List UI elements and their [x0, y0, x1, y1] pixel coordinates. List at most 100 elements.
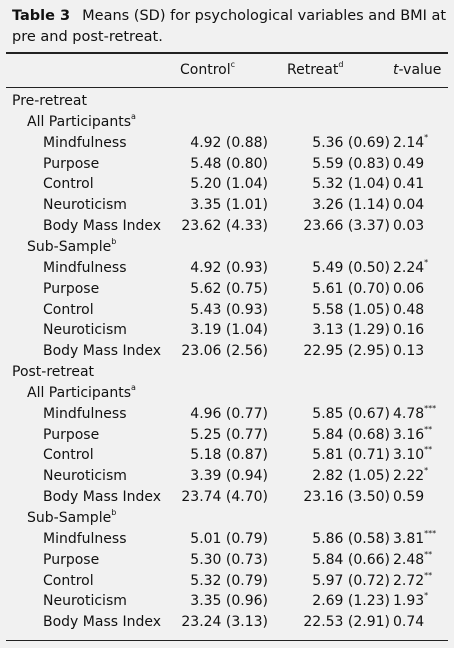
header-control-text: Control — [180, 62, 231, 78]
row-label: Purpose — [43, 551, 100, 568]
caption-label: Table 3 — [12, 8, 71, 24]
header-t-rest: -value — [398, 62, 442, 78]
retreat-cell: 5.36 (0.69) — [312, 134, 390, 151]
retreat-cell: 22.53 (2.91) — [303, 614, 390, 631]
row-label: Mindfulness — [43, 405, 127, 422]
significance: ** — [424, 570, 433, 580]
t-value: 0.04 — [393, 197, 425, 214]
group-title: All Participantsa — [27, 382, 136, 402]
retreat-cell: 5.58 (1.05) — [312, 301, 390, 318]
t-value: 0.59 — [393, 489, 425, 506]
t-value: 0.41 — [393, 176, 425, 193]
t-cell: 2.48** — [393, 550, 432, 569]
retreat-cell: 5.97 (0.72) — [312, 572, 390, 589]
group-title: Sub-Sampleb — [27, 236, 117, 256]
t-cell: 2.22* — [393, 467, 428, 485]
row-label: Control — [43, 572, 94, 589]
group-title-text: Sub-Sample — [27, 238, 112, 255]
control-cell: 4.92 (0.88) — [190, 134, 268, 151]
retreat-cell: 5.49 (0.50) — [312, 259, 390, 276]
t-value: 2.72 — [393, 572, 425, 589]
retreat-cell: 23.66 (3.37) — [303, 218, 390, 235]
control-cell: 5.43 (0.93) — [190, 301, 268, 318]
row-label: Mindfulness — [43, 134, 127, 151]
group-title-text: All Participants — [27, 384, 132, 401]
t-value: 0.48 — [393, 301, 425, 318]
control-cell: 23.06 (2.56) — [181, 343, 268, 360]
t-cell: 0.48 — [393, 301, 424, 319]
t-value: 3.81 — [393, 530, 425, 547]
t-cell: 1.93* — [393, 592, 428, 610]
row-label: Body Mass Index — [43, 614, 162, 631]
t-value: 0.06 — [393, 280, 425, 297]
t-value: 2.48 — [393, 551, 425, 568]
retreat-cell: 5.86 (0.58) — [312, 530, 390, 547]
group-note: b — [111, 508, 117, 517]
control-cell: 3.35 (1.01) — [190, 197, 268, 214]
section-title: Pre-retreat — [12, 93, 87, 109]
retreat-cell: 3.13 (1.29) — [312, 322, 390, 339]
t-cell: 0.06 — [393, 280, 424, 298]
retreat-cell: 5.84 (0.68) — [312, 426, 390, 443]
row-label: Purpose — [43, 155, 100, 172]
group-title-text: All Participants — [27, 113, 132, 130]
t-cell: 0.41 — [393, 175, 424, 193]
control-cell: 5.32 (0.79) — [190, 572, 268, 589]
t-value: 0.74 — [393, 614, 425, 631]
row-label: Purpose — [43, 280, 100, 297]
t-cell: 0.04 — [393, 196, 424, 214]
t-cell: 3.81*** — [393, 528, 437, 548]
significance: *** — [424, 403, 437, 413]
row-label: Body Mass Index — [43, 343, 162, 360]
significance: *** — [424, 528, 437, 538]
header-t-value: t-value — [393, 61, 441, 79]
group-title-text: Sub-Sample — [27, 510, 112, 526]
header-control-note: c — [230, 60, 236, 69]
significance: * — [424, 132, 429, 142]
t-cell: 0.74 — [393, 613, 424, 631]
control-cell: 5.25 (0.77) — [190, 426, 268, 443]
retreat-cell: 5.81 (0.71) — [312, 447, 390, 464]
t-cell: 0.49 — [393, 155, 424, 173]
t-value: 0.16 — [393, 322, 425, 339]
t-cell: 0.59 — [393, 488, 424, 506]
control-cell: 23.24 (3.13) — [181, 614, 268, 631]
significance: * — [424, 257, 429, 267]
t-value: 1.93 — [393, 593, 425, 610]
t-value: 2.24 — [393, 259, 425, 276]
row-label: Mindfulness — [43, 530, 127, 547]
bottom-rule — [6, 640, 448, 641]
header-rule — [6, 87, 448, 88]
retreat-cell: 5.85 (0.67) — [312, 405, 390, 422]
header-retreat-note: d — [338, 60, 344, 69]
control-cell: 5.30 (0.73) — [190, 551, 268, 568]
t-value: 3.16 — [393, 426, 425, 443]
top-rule — [6, 52, 448, 54]
row-label: Neuroticism — [43, 468, 127, 485]
t-value: 0.13 — [393, 343, 425, 360]
group-title: All Participantsa — [27, 112, 136, 131]
control-cell: 4.92 (0.93) — [190, 259, 268, 276]
t-value: 3.10 — [393, 447, 425, 464]
significance: * — [424, 466, 429, 476]
retreat-cell: 5.84 (0.66) — [312, 551, 390, 568]
t-cell: 4.78*** — [393, 403, 437, 423]
row-label: Control — [43, 176, 94, 193]
t-value: 0.49 — [393, 155, 425, 172]
row-label: Control — [43, 301, 94, 318]
t-cell: 3.16** — [393, 425, 432, 444]
group-note: b — [111, 236, 117, 246]
t-cell: 3.10** — [393, 446, 432, 464]
row-label: Body Mass Index — [43, 218, 162, 235]
t-cell: 0.03 — [393, 217, 424, 235]
control-cell: 23.74 (4.70) — [181, 489, 268, 506]
significance: ** — [424, 445, 433, 455]
header-control: Controlc — [180, 61, 235, 79]
control-cell: 23.62 (4.33) — [181, 218, 268, 235]
row-label: Purpose — [43, 426, 100, 443]
control-cell: 3.39 (0.94) — [190, 468, 268, 485]
t-value: 2.22 — [393, 468, 425, 485]
row-label: Control — [43, 447, 94, 464]
group-note: a — [131, 382, 136, 392]
